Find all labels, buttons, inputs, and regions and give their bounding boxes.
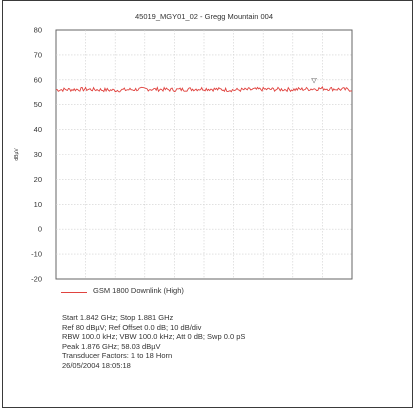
note-frequency-range: Start 1.842 GHz; Stop 1.881 GHz (62, 313, 174, 322)
y-tick-label: 30 (34, 150, 42, 159)
legend-label: GSM 1800 Downlink (High) (93, 286, 184, 295)
peak-marker-icon: ▽ (311, 77, 317, 85)
y-axis-label: dBµV (14, 148, 20, 161)
y-tick-label: 80 (34, 26, 42, 35)
legend-swatch (61, 292, 87, 293)
y-tick-label: 50 (34, 100, 42, 109)
note-reference-level: Ref 80 dBµV; Ref Offset 0.0 dB; 10 dB/di… (62, 322, 202, 332)
y-tick-label: -20 (31, 275, 42, 284)
y-tick-label: 20 (34, 175, 42, 184)
y-tick-label: 60 (34, 75, 42, 84)
y-tick-label: 10 (34, 200, 42, 209)
chart-title: 45019_MGY01_02 - Gregg Mountain 004 (135, 12, 273, 21)
y-tick-label: -10 (31, 250, 42, 259)
chart-svg: 45019_MGY01_02 - Gregg Mountain 004 80 70 6… (14, 12, 353, 284)
series-line (55, 86, 353, 93)
y-tick-label: 40 (34, 125, 42, 134)
y-tick-label: 70 (34, 50, 42, 59)
note-timestamp: 26/05/2004 18:05:18 (62, 360, 131, 370)
y-tick-label: 0 (38, 225, 42, 234)
measurement-notes: Start 1.842 GHz; Stop 1.881 GHz Ref 80 d… (62, 313, 245, 371)
note-bandwidth-settings: RBW 100.0 kHz; VBW 100.0 kHz; Att 0 dB; … (62, 332, 246, 342)
note-peak: Peak 1.876 GHz; 58.03 dBµV (62, 341, 161, 351)
note-transducer: Transducer Factors: 1 to 18 Horn (62, 351, 173, 361)
